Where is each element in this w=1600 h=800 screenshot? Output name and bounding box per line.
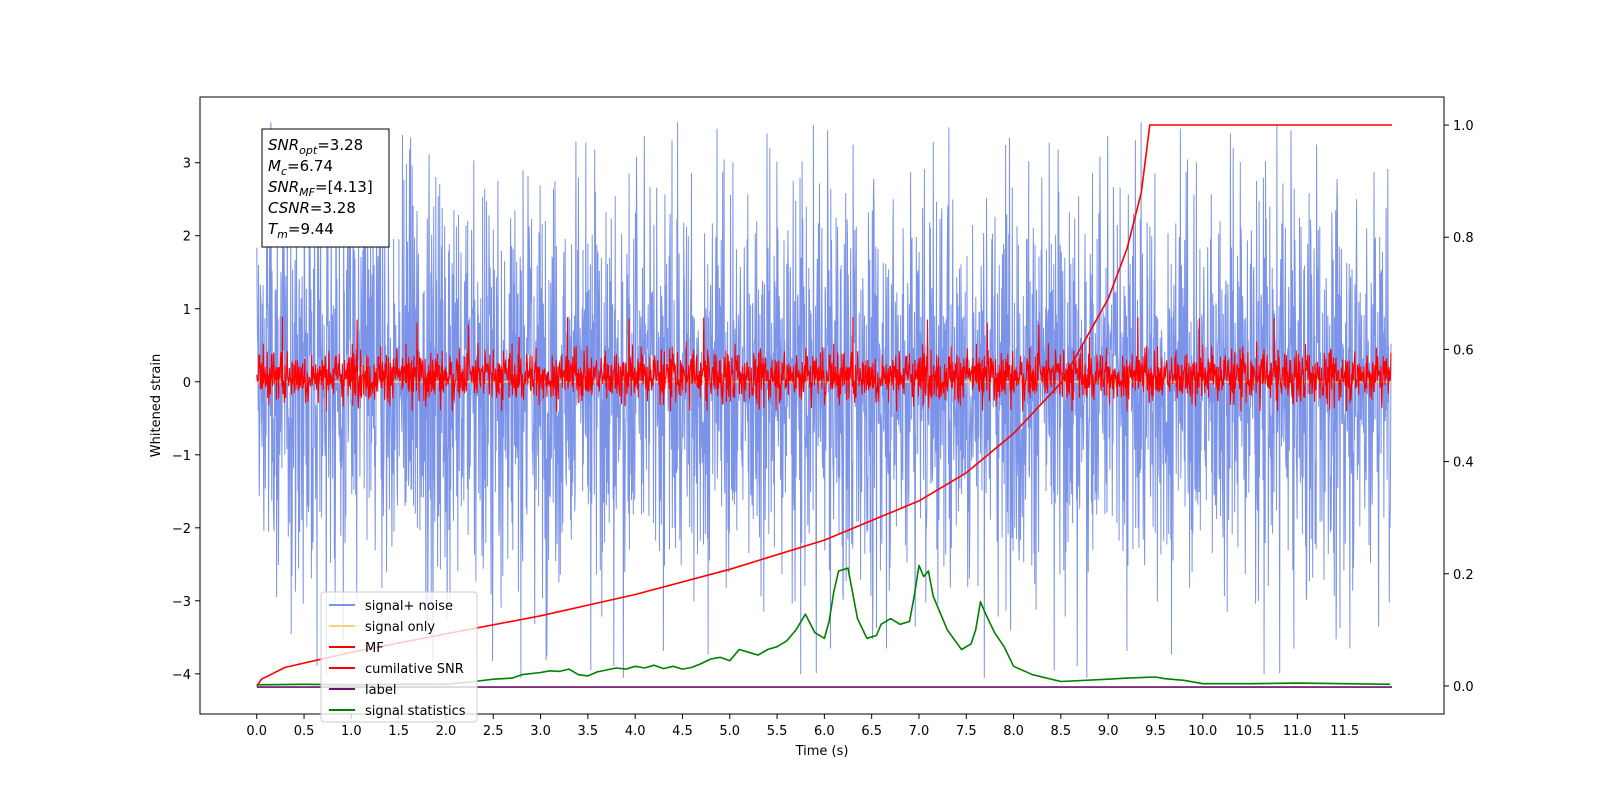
x-axis-label: Time (s): [795, 744, 849, 759]
y2-tick-label: 0.4: [1453, 456, 1474, 471]
y-tick-label: 3: [183, 157, 191, 172]
legend-label: cumilative SNR: [365, 662, 464, 677]
y2-axis-ticks: 1.0 0.8 0.6 0.4 0.2 0.0: [1444, 119, 1474, 695]
y2-tick-label: 0.6: [1453, 343, 1474, 358]
x-tick-label: 7.5: [956, 724, 977, 739]
y2-tick-label: 0.8: [1453, 231, 1474, 246]
x-tick-label: 8.5: [1051, 724, 1072, 739]
info-line: Tm=9.44: [268, 220, 334, 241]
y-axis-label: Whitened strain: [149, 354, 164, 457]
y-tick-label: 1: [183, 303, 191, 318]
x-tick-label: 1.5: [388, 724, 409, 739]
x-tick-label: 9.5: [1145, 724, 1166, 739]
x-tick-label: 1.0: [341, 724, 362, 739]
x-tick-label: 2.0: [436, 724, 457, 739]
x-tick-label: 3.5: [578, 724, 599, 739]
x-tick-label: 5.5: [767, 724, 788, 739]
legend-label: signal statistics: [365, 704, 466, 719]
x-tick-label: 11.5: [1330, 724, 1359, 739]
legend-frame: [320, 591, 478, 723]
x-tick-label: 4.5: [672, 724, 693, 739]
x-tick-label: 6.0: [814, 724, 835, 739]
series-line-mf: [256, 316, 1392, 412]
x-tick-label: 10.0: [1188, 724, 1217, 739]
info-line: Mc=6.74: [268, 157, 333, 178]
y-tick-label: −2: [172, 522, 191, 537]
info-line: SNRMF=[4.13]: [268, 178, 373, 199]
y-tick-label: 2: [183, 230, 191, 245]
x-tick-label: 6.5: [861, 724, 882, 739]
legend: signal+ noise signal only MF cumilative SNR…: [320, 591, 478, 723]
x-tick-label: 7.0: [909, 724, 930, 739]
x-tick-label: 11.0: [1283, 724, 1312, 739]
legend-label: label: [365, 683, 396, 698]
info-box-frame: [261, 128, 390, 248]
x-tick-label: 0.0: [246, 724, 267, 739]
x-tick-label: 5.0: [719, 724, 740, 739]
series-line-signal-statistics: [256, 564, 1391, 686]
legend-label: signal only: [365, 620, 435, 635]
y-tick-label: 0: [183, 376, 191, 391]
x-tick-label: 0.5: [294, 724, 315, 739]
x-tick-label: 9.0: [1098, 724, 1119, 739]
info-line: SNRopt=3.28: [268, 136, 363, 157]
y2-tick-label: 0.2: [1453, 568, 1474, 583]
y-tick-label: −3: [172, 595, 191, 610]
legend-label: MF: [365, 641, 384, 656]
info-line: CSNR=3.28: [268, 199, 356, 217]
x-tick-label: 2.5: [483, 724, 504, 739]
y2-tick-label: 0.0: [1453, 680, 1474, 695]
x-tick-label: 3.0: [530, 724, 551, 739]
x-tick-label: 4.0: [625, 724, 646, 739]
x-tick-label: 10.5: [1236, 724, 1265, 739]
legend-label: signal+ noise: [365, 599, 453, 614]
y-axis-ticks: 3 2 1 0 −1 −2 −3 −4: [172, 157, 200, 683]
y-tick-label: −1: [172, 449, 191, 464]
y2-tick-label: 1.0: [1453, 119, 1474, 134]
x-axis-ticks: 0.0 0.5 1.0 1.5 2.0 2.5 3.0 3.5 4.0 4.5 5.0 5.5 6.0 6…: [246, 714, 1359, 739]
x-tick-label: 8.0: [1003, 724, 1024, 739]
y-tick-label: −4: [172, 668, 191, 683]
axes-frame: [199, 96, 1445, 715]
series-line-signal-noise: [256, 122, 1392, 678]
